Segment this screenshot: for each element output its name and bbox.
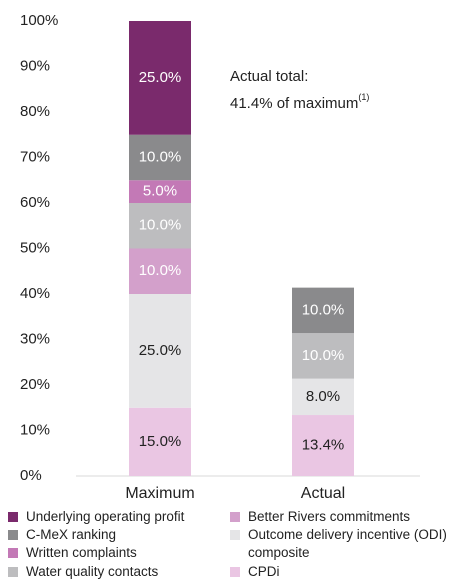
annotation: Actual total: <box>230 68 308 85</box>
y-tick-label: 80% <box>20 103 50 120</box>
value-label: 10.0% <box>139 148 182 165</box>
legend-swatch <box>230 530 240 540</box>
bar-segment <box>129 248 191 294</box>
bar-segment <box>129 180 191 203</box>
value-label: 13.4% <box>302 436 345 453</box>
value-label: 10.0% <box>139 217 182 234</box>
y-tick-label: 50% <box>20 239 50 256</box>
legend-label: CPDi <box>248 564 280 579</box>
y-tick-label: 0% <box>20 467 42 484</box>
value-label: 8.0% <box>306 388 340 405</box>
legend-label: Underlying operating profit <box>26 509 185 524</box>
chart: Actual total: 41.4% of maximum(1) 0% 10% 2… <box>20 12 420 502</box>
y-tick-label: 90% <box>20 57 50 74</box>
legend-item: CPDi <box>230 563 458 581</box>
value-label: 5.0% <box>143 183 177 200</box>
bar-segment <box>129 407 191 476</box>
y-tick-label: 10% <box>20 421 50 438</box>
legend-label: Better Rivers commitments <box>248 509 411 524</box>
legend-item: Water quality contacts <box>8 563 158 581</box>
footnote-mark: (1) <box>358 92 369 102</box>
value-label: 15.0% <box>139 433 182 450</box>
y-tick-label: 40% <box>20 285 50 302</box>
legend-label: C-MeX ranking <box>26 527 117 542</box>
legend: CPDi Outcome delivery incentive (ODI) com… <box>0 508 462 585</box>
annotation-text: 41.4% of maximum <box>230 95 358 112</box>
legend-swatch <box>230 567 240 577</box>
annotation: 41.4% of maximum(1) <box>230 92 369 112</box>
bar-segment <box>129 134 191 181</box>
legend-item: Written complaints <box>8 544 137 562</box>
y-tick-label: 20% <box>20 376 50 393</box>
legend-swatch <box>8 512 18 522</box>
value-label: 10.0% <box>139 262 182 279</box>
legend-item: Underlying operating profit <box>8 508 184 526</box>
legend-label: Written complaints <box>26 545 137 560</box>
legend-swatch <box>230 512 240 522</box>
y-tick-label: 60% <box>20 194 50 211</box>
y-tick-label: 100% <box>20 12 58 29</box>
value-label: 10.0% <box>302 301 345 318</box>
legend-item: Outcome delivery incentive (ODI) composi… <box>230 526 458 562</box>
bar-segment <box>292 333 354 379</box>
bar-segment <box>292 378 354 416</box>
x-tick-label: Actual <box>301 485 345 502</box>
y-tick-label: 30% <box>20 330 50 347</box>
bar-segment <box>129 294 191 408</box>
legend-swatch <box>8 548 18 558</box>
value-label: 25.0% <box>139 69 182 86</box>
bar-segment <box>129 203 191 249</box>
x-tick-label: Maximum <box>125 485 194 502</box>
bar-segment <box>292 415 354 476</box>
bar-segment <box>129 21 191 135</box>
legend-item: C-MeX ranking <box>8 526 116 544</box>
legend-swatch <box>8 530 18 540</box>
legend-item: Better Rivers commitments <box>230 508 458 526</box>
legend-label: Outcome delivery incentive (ODI) composi… <box>248 527 447 560</box>
value-label: 25.0% <box>139 342 182 359</box>
legend-swatch <box>8 567 18 577</box>
bar-segment <box>292 287 354 334</box>
value-label: 10.0% <box>302 347 345 364</box>
y-tick-label: 70% <box>20 148 50 165</box>
legend-label: Water quality contacts <box>26 564 159 579</box>
